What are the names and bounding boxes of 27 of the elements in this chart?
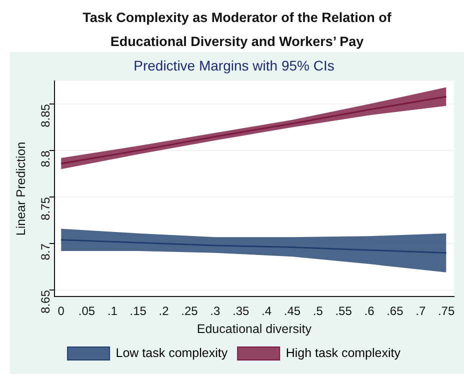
x-tick-label: .3 [210, 304, 220, 318]
x-tick-label: .4 [262, 304, 272, 318]
x-tick-label: .65 [386, 304, 404, 318]
x-axis-title: Educational diversity [196, 322, 312, 336]
y-tick-label: 8.8 [38, 150, 53, 168]
legend-label: Low task complexity [116, 346, 228, 360]
y-tick-label: 8.65 [38, 290, 53, 314]
x-tick-label: .2 [158, 304, 170, 318]
x-tick-label: .75 [438, 304, 455, 318]
y-tick-label: 8.85 [38, 104, 53, 128]
x-tick-label: .35 [232, 304, 250, 318]
x-tick-label: .6 [364, 304, 375, 318]
x-tick-label: 0 [58, 304, 65, 318]
x-tick-label: .1 [107, 304, 118, 318]
x-tick-label: .5 [312, 304, 324, 318]
y-tick-label: 8.7 [38, 243, 53, 260]
x-tick-label: .15 [130, 304, 147, 318]
chart-subtitle: Predictive Margins with 95% CIs [134, 57, 334, 74]
x-tick-label: .05 [78, 304, 96, 318]
y-axis-title: Linear Prediction [14, 142, 28, 236]
x-tick-label: .7 [416, 304, 426, 318]
x-tick-label: .45 [284, 304, 301, 318]
x-tick-label: .25 [181, 304, 198, 318]
y-tick-label: 8.75 [38, 196, 53, 220]
x-tick-label: .55 [335, 304, 352, 318]
legend-label: High task complexity [286, 346, 402, 360]
chart-title: Task Complexity as Moderator of the Relation of Educational Diversity and Workers’ Pay [82, 9, 392, 51]
